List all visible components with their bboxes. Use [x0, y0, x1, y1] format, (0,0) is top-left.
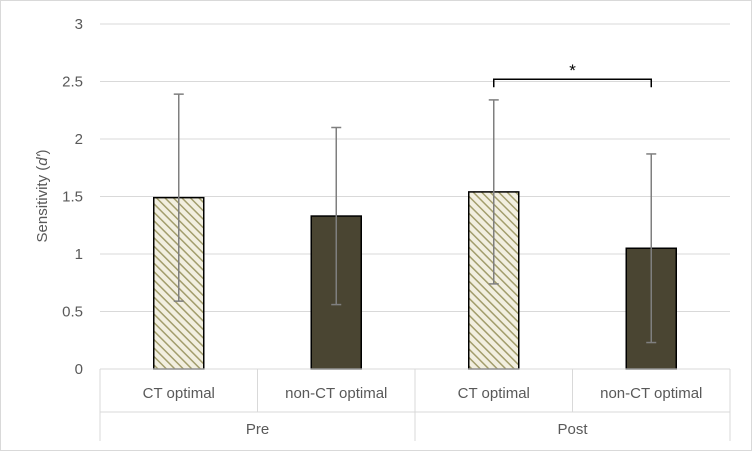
significance-label: * [569, 61, 576, 80]
y-axis-label: Sensitivity (d') [34, 150, 51, 243]
y-tick-label: 0 [75, 361, 83, 378]
x-group-label: Pre [246, 421, 269, 438]
y-tick-label: 1 [75, 246, 83, 263]
x-category-label: non-CT optimal [600, 385, 702, 402]
y-tick-label: 3 [75, 16, 83, 33]
x-group-label: Post [557, 421, 588, 438]
x-category-label: CT optimal [458, 385, 530, 402]
y-tick-label: 1.5 [62, 189, 83, 206]
x-category-label: CT optimal [143, 385, 215, 402]
y-tick-label: 0.5 [62, 304, 83, 321]
y-tick-label: 2 [75, 131, 83, 148]
significance-bracket [493, 78, 652, 88]
y-tick-label: 2.5 [62, 74, 83, 91]
x-category-label: non-CT optimal [285, 385, 387, 402]
